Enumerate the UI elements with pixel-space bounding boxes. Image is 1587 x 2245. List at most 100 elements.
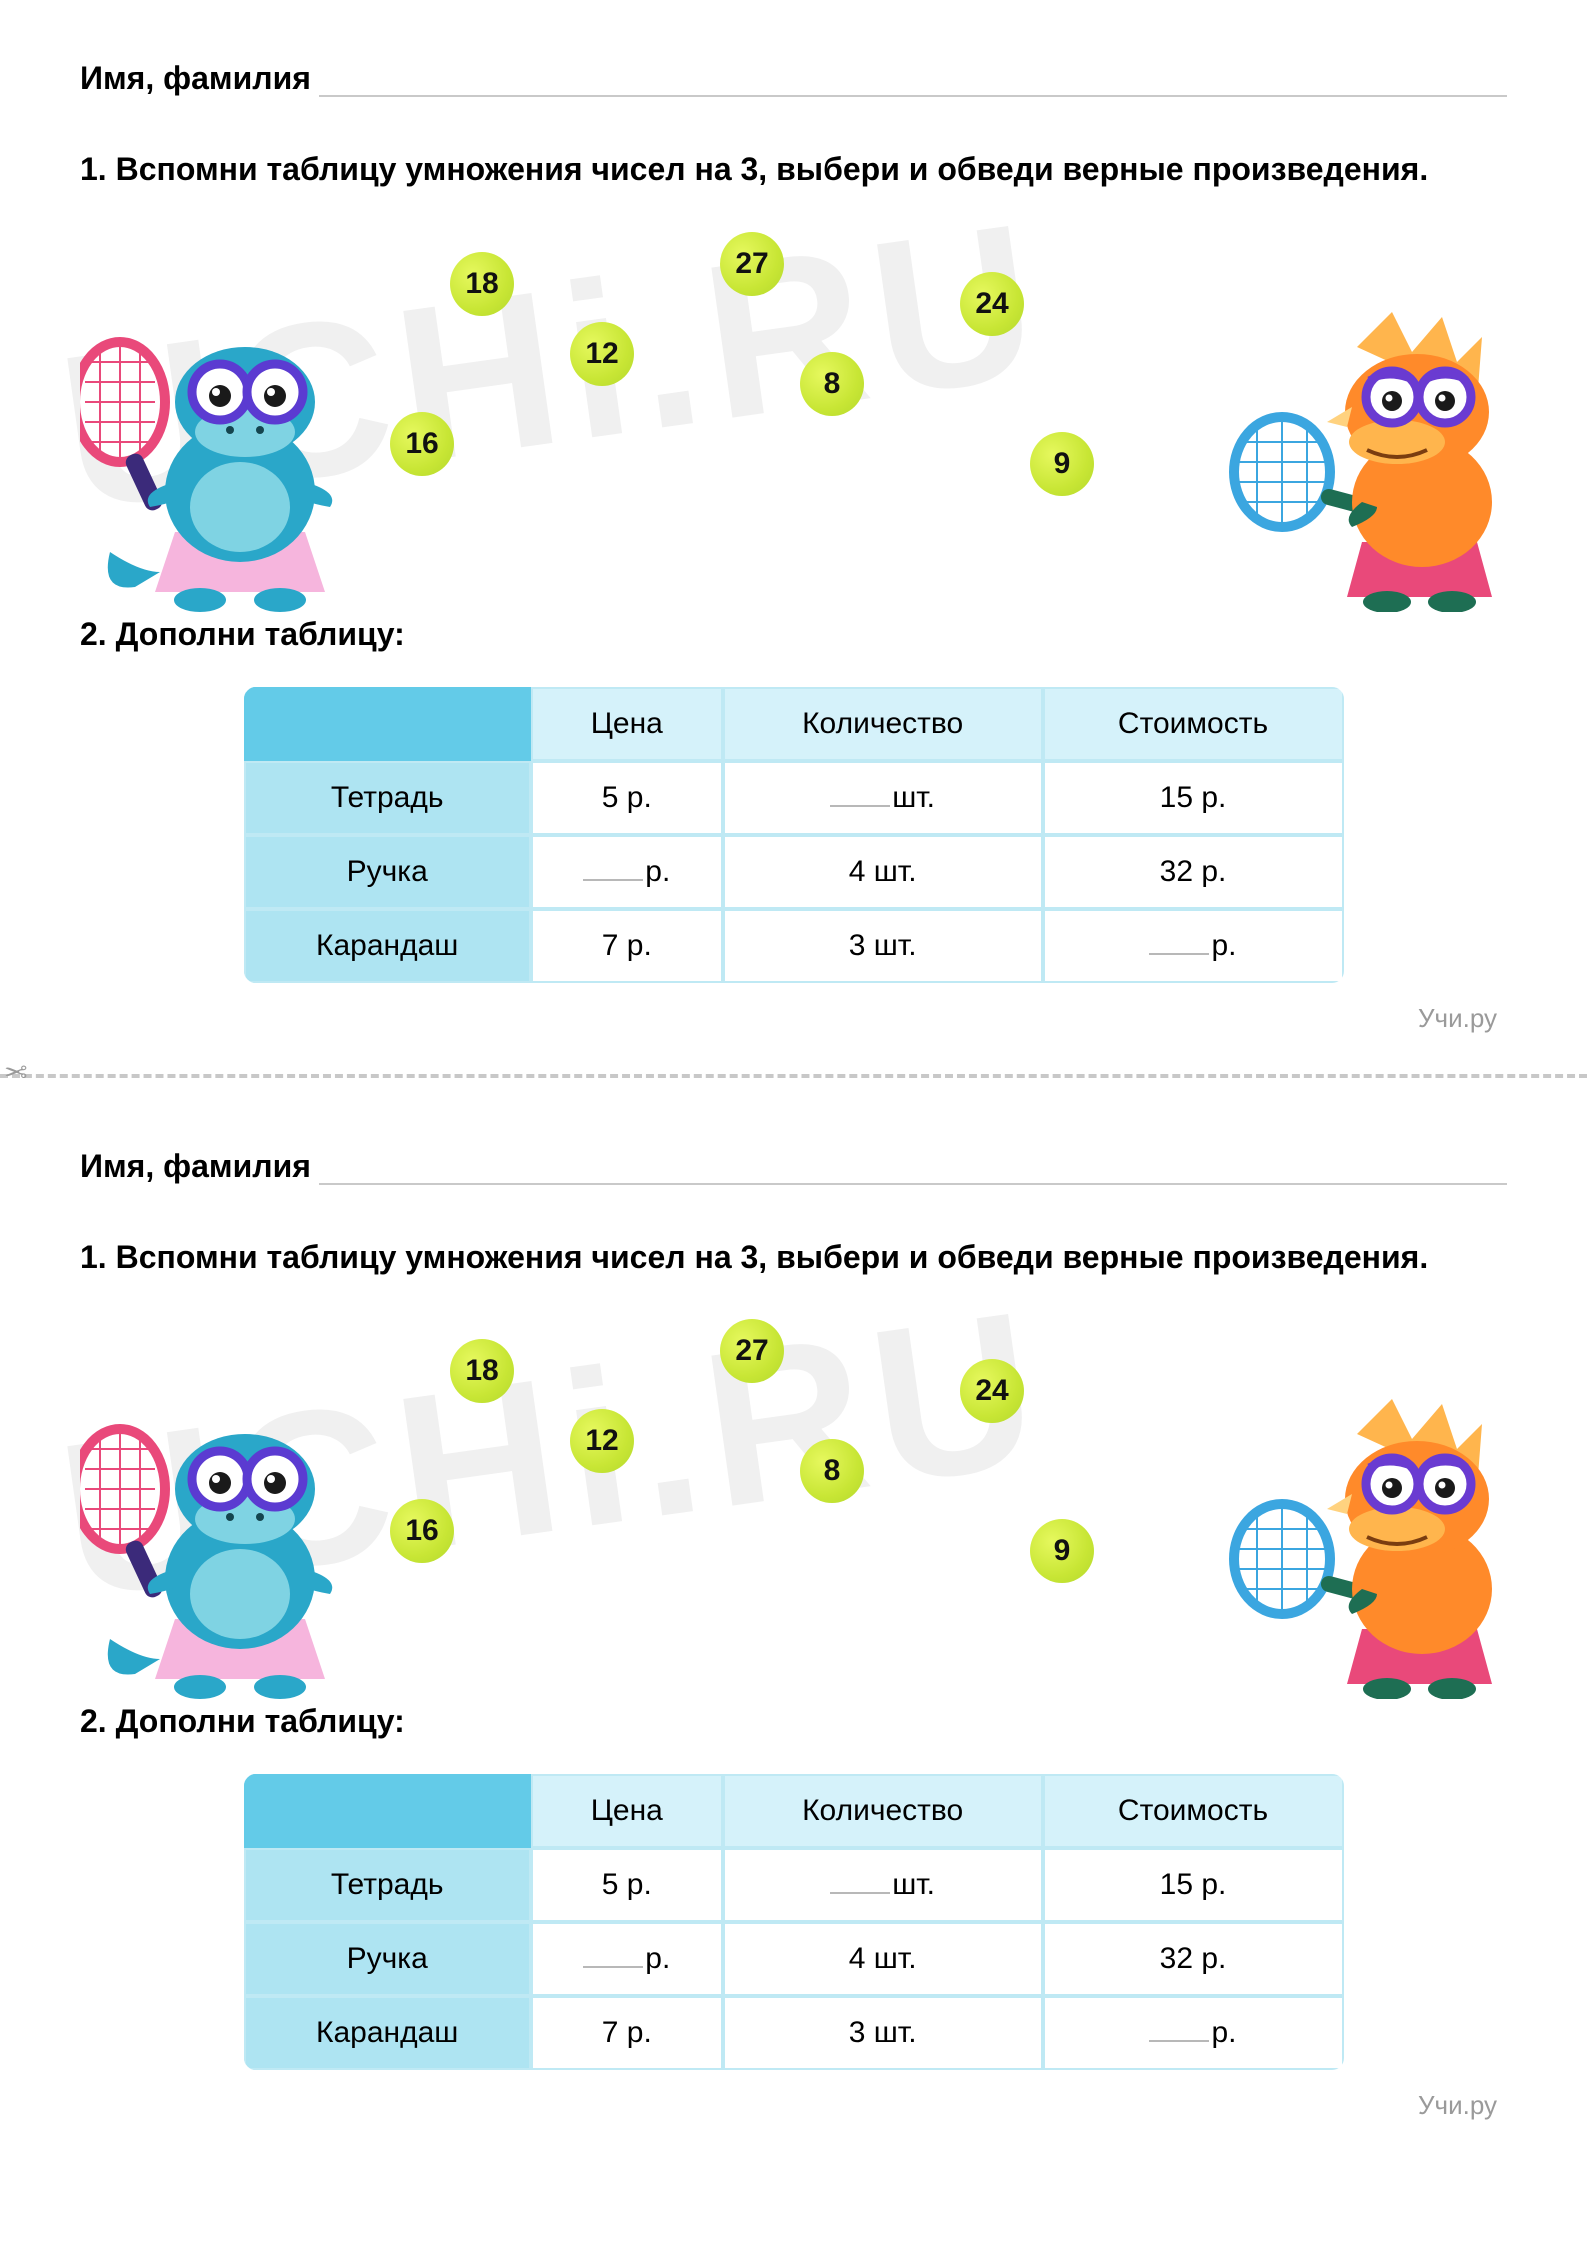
cell-qty: 4 шт.	[723, 1922, 1043, 1996]
ball-value: 16	[405, 427, 438, 461]
ball-18[interactable]: 18	[450, 252, 514, 316]
blank-input[interactable]	[583, 1946, 643, 1968]
name-underline[interactable]	[319, 95, 1507, 97]
ball-value: 9	[1054, 447, 1071, 481]
row-item: Ручка	[244, 835, 531, 909]
row-item: Ручка	[244, 1922, 531, 1996]
col-price: Цена	[531, 687, 723, 761]
ball-24[interactable]: 24	[960, 1359, 1024, 1423]
blank-input[interactable]	[1149, 933, 1209, 955]
cell-cost[interactable]: р.	[1043, 909, 1344, 983]
ball-18[interactable]: 18	[450, 1339, 514, 1403]
ball-value: 24	[975, 287, 1008, 321]
cell-price: 7 р.	[531, 909, 723, 983]
name-label: Имя, фамилия	[80, 60, 311, 97]
scissors-icon: ✂	[4, 1056, 27, 1089]
price-table-wrap: Цена Количество Стоимость Тетрадь 5 р. ш…	[80, 1774, 1507, 2070]
unit: р.	[1211, 929, 1236, 962]
ball-9[interactable]: 9	[1030, 1519, 1094, 1583]
ball-value: 16	[405, 1514, 438, 1548]
tennis-ball-area: 18 27 24 12 8 16 9	[80, 222, 1507, 612]
row-item: Тетрадь	[244, 1848, 531, 1922]
name-label: Имя, фамилия	[80, 1148, 311, 1185]
col-qty: Количество	[723, 687, 1043, 761]
table-header-row: Цена Количество Стоимость	[244, 687, 1344, 761]
price-table: Цена Количество Стоимость Тетрадь 5 р. ш…	[244, 687, 1344, 983]
name-underline[interactable]	[319, 1183, 1507, 1185]
cell-cost[interactable]: р.	[1043, 1996, 1344, 2070]
cell-cost: 15 р.	[1043, 1848, 1344, 1922]
ball-value: 12	[585, 337, 618, 371]
cell-qty[interactable]: шт.	[723, 761, 1043, 835]
table-header-row: Цена Количество Стоимость	[244, 1774, 1344, 1848]
ball-value: 8	[824, 367, 841, 401]
cell-qty: 4 шт.	[723, 835, 1043, 909]
ball-16[interactable]: 16	[390, 412, 454, 476]
table-corner	[244, 1774, 531, 1848]
cell-price: 7 р.	[531, 1996, 723, 2070]
col-cost: Стоимость	[1043, 1774, 1344, 1848]
ball-27[interactable]: 27	[720, 1319, 784, 1383]
character-left-dino	[80, 1379, 360, 1699]
blank-input[interactable]	[830, 1872, 890, 1894]
ball-24[interactable]: 24	[960, 272, 1024, 336]
table-row: Тетрадь 5 р. шт. 15 р.	[244, 761, 1344, 835]
character-right-dino	[1227, 292, 1507, 612]
task1-heading: 1. Вспомни таблицу умножения чисел на 3,…	[80, 1235, 1507, 1280]
character-left-dino	[80, 292, 360, 612]
ball-8[interactable]: 8	[800, 1439, 864, 1503]
ball-value: 8	[824, 1454, 841, 1488]
dino-blue-svg	[80, 292, 360, 612]
ball-value: 18	[465, 1354, 498, 1388]
ball-12[interactable]: 12	[570, 1409, 634, 1473]
tennis-ball-area: 18 27 24 12 8 16 9	[80, 1309, 1507, 1699]
cell-price[interactable]: р.	[531, 1922, 723, 1996]
worksheet-bottom: UCHi.RU Имя, фамилия 1. Вспомни таблицу …	[0, 1088, 1587, 2152]
ball-8[interactable]: 8	[800, 352, 864, 416]
ball-9[interactable]: 9	[1030, 432, 1094, 496]
cell-cost: 15 р.	[1043, 761, 1344, 835]
price-table: Цена Количество Стоимость Тетрадь 5 р. ш…	[244, 1774, 1344, 2070]
task1-heading: 1. Вспомни таблицу умножения чисел на 3,…	[80, 147, 1507, 192]
task2-heading: 2. Дополни таблицу:	[80, 612, 1507, 657]
unit: шт.	[892, 781, 935, 814]
ball-12[interactable]: 12	[570, 322, 634, 386]
cell-qty: 3 шт.	[723, 1996, 1043, 2070]
row-item: Тетрадь	[244, 761, 531, 835]
blank-input[interactable]	[1149, 2020, 1209, 2042]
cell-qty[interactable]: шт.	[723, 1848, 1043, 1922]
table-row: Карандаш 7 р. 3 шт. р.	[244, 1996, 1344, 2070]
ball-value: 27	[735, 247, 768, 281]
ball-value: 24	[975, 1374, 1008, 1408]
dino-blue-svg	[80, 1379, 360, 1699]
unit: р.	[645, 1942, 670, 1975]
worksheet-top: UCHi.RU Имя, фамилия 1. Вспомни таблицу …	[0, 0, 1587, 1064]
character-right-dino	[1227, 1379, 1507, 1699]
dino-orange-svg	[1227, 1379, 1507, 1699]
cell-price[interactable]: р.	[531, 835, 723, 909]
ball-16[interactable]: 16	[390, 1499, 454, 1563]
cell-price: 5 р.	[531, 1848, 723, 1922]
blank-input[interactable]	[583, 859, 643, 881]
col-cost: Стоимость	[1043, 687, 1344, 761]
footer-brand: Учи.ру	[80, 2090, 1507, 2121]
cell-cost: 32 р.	[1043, 1922, 1344, 1996]
ball-27[interactable]: 27	[720, 232, 784, 296]
row-item: Карандаш	[244, 1996, 531, 2070]
unit: р.	[1211, 2016, 1236, 2049]
cell-qty: 3 шт.	[723, 909, 1043, 983]
footer-brand: Учи.ру	[80, 1003, 1507, 1034]
name-field-row: Имя, фамилия	[80, 60, 1507, 97]
ball-value: 12	[585, 1424, 618, 1458]
cut-line-wrap: ✂	[0, 1074, 1587, 1078]
table-row: Тетрадь 5 р. шт. 15 р.	[244, 1848, 1344, 1922]
price-table-wrap: Цена Количество Стоимость Тетрадь 5 р. ш…	[80, 687, 1507, 983]
ball-value: 27	[735, 1334, 768, 1368]
task2-heading: 2. Дополни таблицу:	[80, 1699, 1507, 1744]
dino-orange-svg	[1227, 292, 1507, 612]
col-price: Цена	[531, 1774, 723, 1848]
table-row: Ручка р. 4 шт. 32 р.	[244, 1922, 1344, 1996]
unit: р.	[645, 855, 670, 888]
cut-line	[0, 1074, 1587, 1078]
blank-input[interactable]	[830, 785, 890, 807]
